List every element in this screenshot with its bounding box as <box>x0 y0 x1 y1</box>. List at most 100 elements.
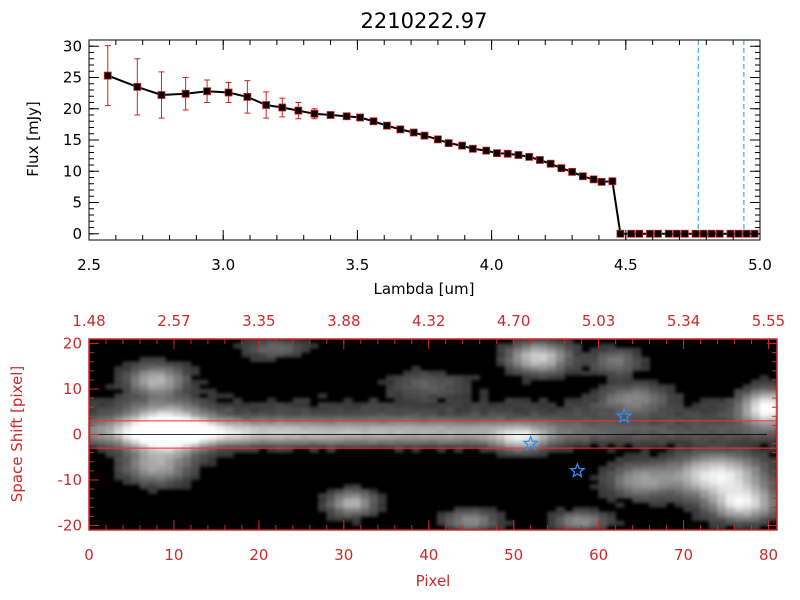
image-pixel <box>309 429 319 435</box>
image-pixel <box>725 466 735 472</box>
image-pixel <box>717 466 727 472</box>
image-pixel <box>343 506 353 513</box>
image-pixel <box>368 443 379 449</box>
x-tick-label: 3.0 <box>211 256 235 274</box>
image-pixel <box>521 361 531 367</box>
image-pixel <box>122 479 132 485</box>
image-pixel <box>284 411 294 417</box>
image-pixel <box>632 384 642 390</box>
image-pixel <box>156 416 166 422</box>
image-pixel <box>402 434 413 440</box>
image-pixel <box>326 516 336 522</box>
image-pixel <box>683 470 693 476</box>
image-pixel <box>589 388 599 394</box>
image-pixel <box>335 402 345 408</box>
image-pixel <box>131 379 141 385</box>
image-pixel <box>190 461 200 467</box>
image-pixel <box>530 370 540 376</box>
image-pixel <box>691 479 701 485</box>
image-pixel <box>122 466 132 472</box>
image-pixel <box>309 420 319 426</box>
image-pixel <box>207 456 217 463</box>
image-pixel <box>623 452 633 458</box>
image-pixel <box>453 379 464 385</box>
image-pixel <box>513 356 523 363</box>
image-pixel <box>615 375 625 381</box>
image-pixel <box>598 475 608 481</box>
image-pixel <box>97 397 107 403</box>
image-pixel <box>717 434 727 440</box>
image-pixel <box>581 370 591 376</box>
image-pixel <box>139 425 149 431</box>
image-pixel <box>564 434 574 440</box>
image-pixel <box>555 339 565 344</box>
image-pixel <box>156 470 166 476</box>
image-pixel <box>615 397 625 403</box>
image-pixel <box>419 384 430 390</box>
image-pixel <box>233 425 243 431</box>
image-pixel <box>598 420 608 426</box>
image-pixel <box>207 397 217 403</box>
image-pixel <box>751 466 761 472</box>
image-pixel <box>674 397 684 403</box>
image-pixel <box>199 406 209 413</box>
image-pixel <box>700 475 710 481</box>
image-pixel <box>581 356 591 363</box>
image-pixel <box>377 506 387 513</box>
data-point <box>326 111 335 119</box>
image-pixel <box>589 425 599 431</box>
image-pixel <box>199 429 209 435</box>
image-pixel <box>233 411 243 417</box>
image-pixel <box>674 443 684 449</box>
data-point <box>503 149 512 158</box>
image-pixel <box>182 384 192 390</box>
image-pixel <box>734 447 744 453</box>
image-pixel <box>301 347 311 353</box>
image-pixel <box>649 434 659 440</box>
image-pixel <box>411 379 421 385</box>
image-pixel <box>241 425 251 431</box>
image-pixel <box>199 461 209 467</box>
image-pixel <box>436 420 447 426</box>
data-point <box>616 229 625 238</box>
image-pixel <box>513 411 523 417</box>
image-pixel <box>224 429 234 435</box>
image-pixel <box>504 425 514 431</box>
image-pixel <box>165 447 175 453</box>
image-pixel <box>657 402 667 408</box>
image-pixel <box>615 402 625 408</box>
image-pixel <box>436 516 447 522</box>
image-pixel <box>581 429 591 435</box>
image-pixel <box>649 388 659 394</box>
image-pixel <box>759 388 769 394</box>
image-pixel <box>504 406 514 413</box>
image-pixel <box>479 447 489 453</box>
image-pixel <box>759 420 769 426</box>
series-line <box>107 74 755 235</box>
image-pixel <box>148 488 158 494</box>
image-pixel <box>131 475 141 481</box>
image-pixel <box>411 429 421 435</box>
image-pixel <box>462 438 472 444</box>
image-pixel <box>708 420 718 426</box>
image-pixel <box>173 370 183 376</box>
image-pixel <box>598 347 608 353</box>
image-pixel <box>674 452 684 458</box>
image-pixel <box>122 420 132 426</box>
image-pixel <box>233 397 243 403</box>
image-pixel <box>496 361 506 367</box>
image-pixel <box>572 370 582 376</box>
image-pixel <box>156 411 166 417</box>
image-pixel <box>751 434 761 440</box>
image-pixel <box>734 429 744 435</box>
image-pixel <box>352 429 362 435</box>
image-pixel <box>156 406 166 413</box>
image-pixel <box>521 339 531 344</box>
image-pixel <box>122 384 132 390</box>
top-x-tick-label: 5.34 <box>667 312 700 330</box>
image-pixel <box>292 406 302 413</box>
image-pixel <box>173 479 183 485</box>
image-pixel <box>131 479 141 485</box>
image-pixel <box>589 525 599 530</box>
image-pixel <box>343 411 353 417</box>
